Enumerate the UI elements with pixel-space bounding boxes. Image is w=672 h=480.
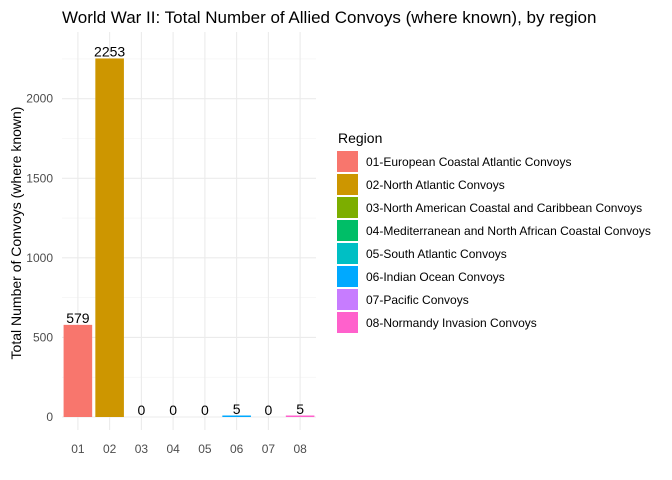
legend-label: 06-Indian Ocean Convoys xyxy=(366,270,505,284)
bar-value-label: 0 xyxy=(169,402,177,418)
bar-value-label: 5 xyxy=(296,401,304,417)
legend-swatch xyxy=(337,266,358,287)
legend-swatch xyxy=(337,243,358,264)
legend-label: 02-North Atlantic Convoys xyxy=(366,178,505,192)
bar-value-label: 0 xyxy=(264,402,272,418)
bar-labels: 579 2253 0 0 0 5 0 5 xyxy=(66,43,304,418)
y-tick-label: 1000 xyxy=(26,251,53,265)
x-tick-label: 05 xyxy=(198,442,212,456)
chart-title: World War II: Total Number of Allied Con… xyxy=(62,8,596,27)
x-tick-label: 06 xyxy=(230,442,244,456)
x-axis-ticks: 01 02 03 04 05 06 07 08 xyxy=(71,442,307,456)
legend-swatch xyxy=(337,151,358,172)
bar xyxy=(63,324,93,417)
x-tick-label: 03 xyxy=(135,442,149,456)
legend-title: Region xyxy=(338,130,382,146)
legend-swatch xyxy=(337,289,358,310)
legend-swatch xyxy=(337,197,358,218)
bar-value-label: 2253 xyxy=(94,43,125,59)
bar-value-label: 0 xyxy=(137,402,145,418)
legend-label: 01-European Coastal Atlantic Convoys xyxy=(366,155,571,169)
y-tick-label: 1500 xyxy=(26,171,53,185)
y-axis-ticks: 0 500 1000 1500 2000 xyxy=(26,92,53,424)
legend-label: 05-South Atlantic Convoys xyxy=(366,247,507,261)
legend-label: 03-North American Coastal and Caribbean … xyxy=(366,201,642,215)
bar xyxy=(222,415,251,417)
x-tick-label: 08 xyxy=(293,442,307,456)
y-tick-label: 0 xyxy=(46,410,53,424)
x-tick-label: 01 xyxy=(71,442,85,456)
x-tick-label: 04 xyxy=(166,442,180,456)
bars xyxy=(63,58,315,418)
legend-swatch xyxy=(337,220,358,241)
legend-swatch xyxy=(337,312,358,333)
x-tick-label: 07 xyxy=(262,442,276,456)
bar xyxy=(95,58,124,418)
y-axis-title: Total Number of Convoys (where known) xyxy=(8,107,24,360)
legend-label: 04-Mediterranean and North African Coast… xyxy=(366,224,651,238)
legend-swatch xyxy=(337,174,358,195)
bar xyxy=(285,415,315,417)
legend-label: 07-Pacific Convoys xyxy=(366,293,469,307)
x-tick-label: 02 xyxy=(103,442,117,456)
bar-value-label: 0 xyxy=(201,402,209,418)
bar-value-label: 5 xyxy=(233,401,241,417)
legend-label: 08-Normandy Invasion Convoys xyxy=(366,316,537,330)
bar-value-label: 579 xyxy=(66,310,90,326)
y-tick-label: 2000 xyxy=(26,92,53,106)
legend: Region 01-European Coastal Atlantic Conv… xyxy=(337,130,651,333)
y-tick-label: 500 xyxy=(33,330,53,344)
